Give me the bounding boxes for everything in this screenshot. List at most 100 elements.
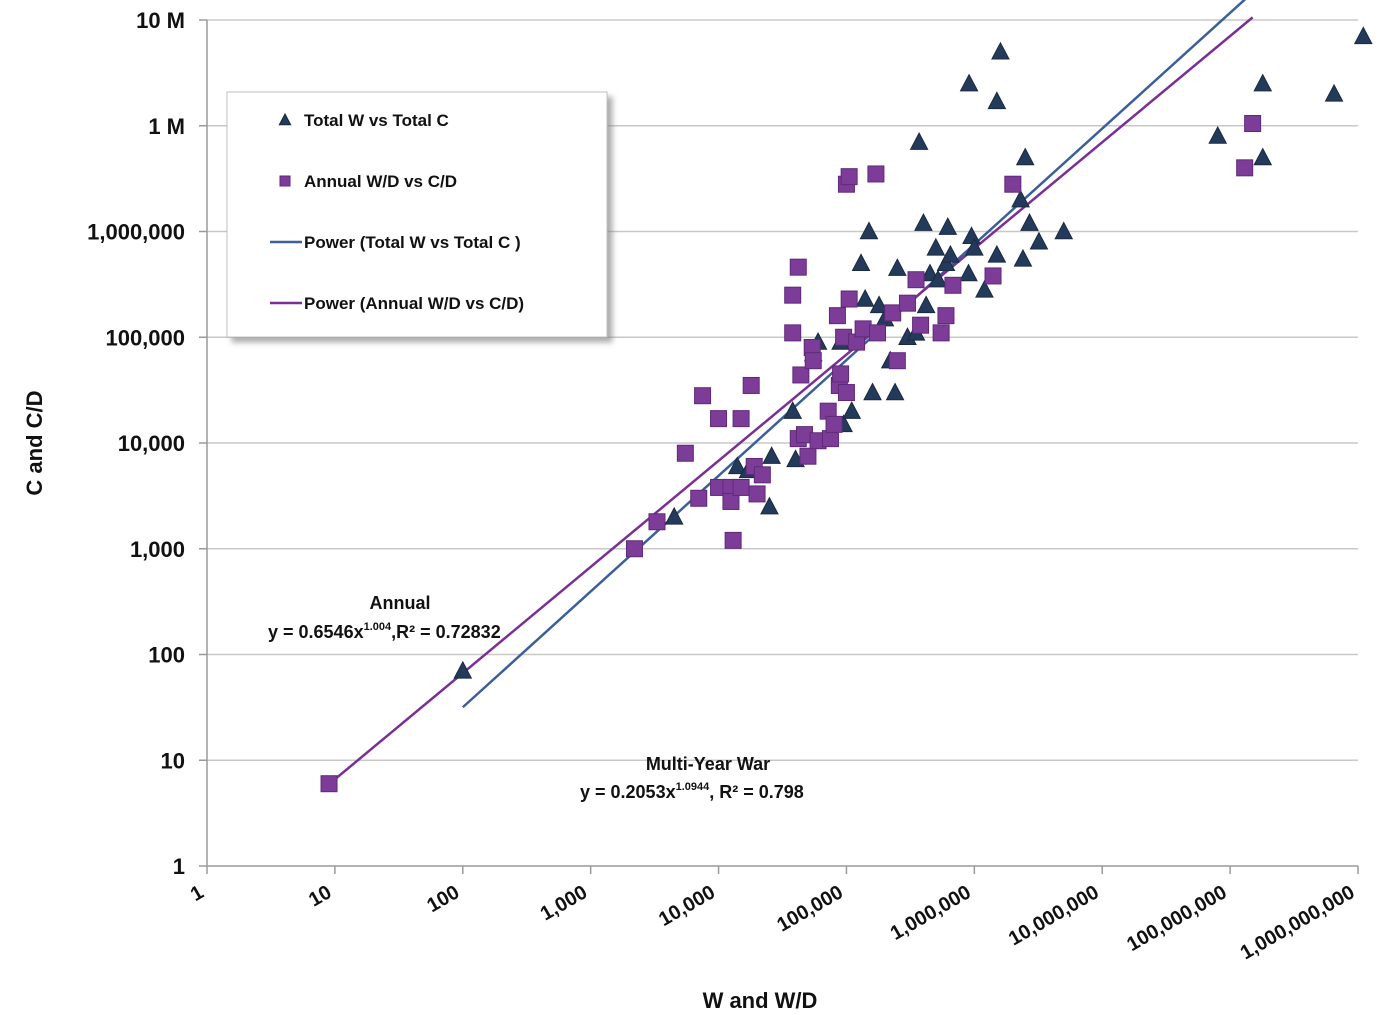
legend-label: Power (Total W vs Total C ) [304, 233, 521, 252]
point-total [855, 288, 875, 307]
point-annual [884, 304, 902, 322]
x-tick-label: 1 [187, 881, 208, 906]
legend-item-power-annual: Power (Annual W/D vs C/D) [270, 294, 524, 313]
point-annual [937, 307, 955, 325]
trendline-annual [328, 16, 1254, 786]
point-annual [984, 267, 1002, 285]
point-total [863, 382, 882, 401]
legend-marker-triangle [278, 112, 292, 126]
y-tick-label: 1 [173, 854, 185, 879]
x-tick-label: 10 [305, 881, 335, 911]
point-total [987, 91, 1007, 110]
point-annual [1004, 175, 1022, 193]
point-total [1015, 147, 1035, 166]
point-annual [742, 376, 760, 394]
x-tick-label: 1,000,000,000 [1237, 881, 1359, 964]
x-tick-label: 10,000 [655, 881, 719, 931]
point-annual [799, 447, 817, 465]
annotation-multiyear: Multi-Year War y = 0.2053x1.0944, R² = 0… [580, 754, 804, 802]
point-annual [694, 387, 712, 405]
point-total [842, 401, 862, 419]
point-annual [821, 430, 839, 448]
point-annual [912, 316, 930, 334]
point-annual [710, 410, 728, 428]
legend-item-power-total: Power (Total W vs Total C ) [270, 233, 521, 252]
x-tick-label: 10,000,000 [1005, 881, 1103, 950]
point-total [964, 237, 984, 256]
y-axis-ticks: 1 10 100 1,000 10,000 100,000 1,000,000 1 M 10 M… [87, 8, 185, 879]
point-annual [828, 307, 846, 325]
point-total [975, 279, 994, 298]
point-annual [792, 366, 810, 384]
point-total [887, 258, 907, 276]
point-total [762, 446, 782, 464]
point-annual [625, 540, 643, 558]
point-total [991, 41, 1010, 60]
legend: Total W vs Total C Annual W/D vs C/D Power… [226, 91, 608, 338]
y-tick-label: 1,000,000 [87, 220, 185, 245]
point-total [1013, 248, 1033, 267]
legend-marker-square [279, 175, 291, 187]
point-annual [724, 531, 742, 549]
point-total [664, 506, 684, 525]
x-axis-title: W and W/D [703, 988, 818, 1013]
y-tick-label: 1 M [148, 114, 185, 139]
point-total [1054, 221, 1074, 240]
point-annual [825, 415, 843, 433]
point-total [938, 217, 958, 235]
point-annual [854, 320, 872, 338]
point-total [959, 263, 978, 282]
y-tick-label: 10 [161, 748, 185, 773]
y-tick-label: 100,000 [105, 325, 185, 350]
point-annual [804, 352, 822, 370]
annotation-multiyear-equation: y = 0.2053x1.0944, R² = 0.798 [580, 781, 804, 802]
x-tick-label: 1,000 [537, 881, 591, 925]
y-tick-label: 10 M [136, 8, 185, 33]
point-total [928, 269, 948, 288]
point-annual [748, 485, 766, 503]
point-annual [867, 165, 885, 183]
point-total [869, 295, 889, 314]
point-total [783, 401, 803, 419]
point-total [1324, 83, 1344, 102]
point-annual [944, 276, 962, 294]
point-total [851, 253, 871, 272]
point-annual [722, 492, 740, 510]
x-axis-ticks: 1 10 100 1,000 10,000 100,000 1,000,000 10,000,… [187, 881, 1359, 964]
point-annual [869, 324, 887, 342]
point-total [1253, 73, 1273, 92]
point-annual [898, 294, 916, 312]
point-annual [840, 290, 858, 308]
point-total [727, 456, 747, 475]
point-total [760, 496, 779, 515]
point-total [453, 660, 473, 679]
point-total [1029, 231, 1049, 250]
x-tick-label: 100,000,000 [1123, 881, 1230, 956]
legend-label: Power (Annual W/D vs C/D) [304, 294, 524, 313]
x-tick-label: 100,000 [773, 881, 847, 936]
y-tick-label: 1,000 [130, 537, 185, 562]
x-tick-label: 1,000,000 [887, 881, 975, 945]
point-annual [784, 286, 802, 304]
legend-box [226, 91, 608, 338]
y-tick-label: 100 [148, 643, 185, 668]
point-annual [1236, 159, 1254, 177]
point-total [1011, 189, 1030, 208]
annotation-annual: Annual y = 0.6546x1.004,R² = 0.72832 [268, 593, 501, 642]
annotation-annual-equation: y = 0.6546x1.004,R² = 0.72832 [268, 621, 501, 642]
data-points [320, 26, 1373, 793]
point-total [1353, 26, 1373, 45]
legend-item-annual: Annual W/D vs C/D [279, 172, 457, 191]
point-annual [732, 410, 750, 428]
point-annual [753, 466, 771, 484]
point-total [1253, 147, 1273, 166]
point-annual [1244, 115, 1262, 133]
point-annual [784, 324, 802, 342]
point-annual [832, 365, 850, 383]
point-annual [840, 168, 858, 186]
y-axis-title: C and C/D [22, 390, 47, 495]
point-annual [732, 478, 750, 496]
point-total [885, 382, 905, 401]
point-total [916, 295, 936, 314]
